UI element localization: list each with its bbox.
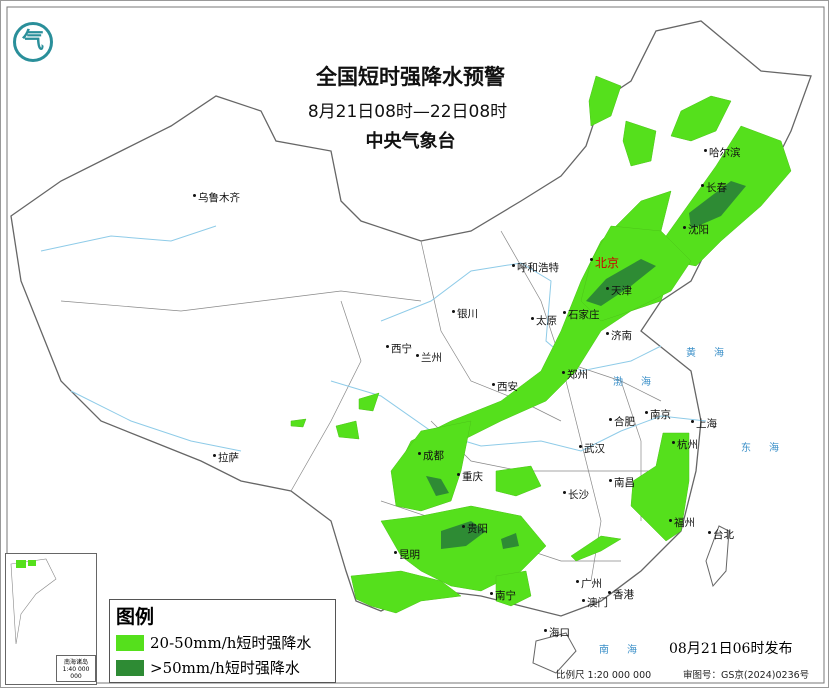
sea-label-huanghai: 黄海 — [686, 348, 742, 359]
city-label: 乌鲁木齐 — [193, 192, 240, 204]
city-label: 重庆 — [457, 471, 483, 483]
rain-area-gansu-a — [358, 392, 380, 412]
city-label: 银川 — [452, 308, 478, 320]
city-label: 贵阳 — [462, 523, 488, 535]
city-label: 长春 — [701, 182, 727, 194]
legend-item-50-plus: >50mm/h短时强降水 — [116, 657, 300, 678]
map-frame — [6, 6, 825, 684]
city-label: 西宁 — [386, 343, 412, 355]
heavy-rain-hebei — [586, 259, 656, 306]
city-label: 长沙 — [563, 489, 589, 501]
hainan-island — [532, 632, 577, 674]
city-label: 哈尔滨 — [704, 147, 741, 159]
rain-area-tibet — [290, 418, 307, 428]
legend-label: 20-50mm/h短时强降水 — [150, 634, 312, 652]
rain-area-innermongolia — [588, 75, 622, 127]
taiwan-island — [705, 525, 730, 588]
city-label: 香港 — [608, 589, 634, 601]
city-label: 昆明 — [394, 549, 420, 561]
sea-label-bohai: 渤海 — [613, 377, 669, 388]
heavy-rain-sichuan — [426, 476, 449, 496]
map-title: 全国短时强降水预警 — [316, 65, 505, 89]
legend-swatch-light-green — [116, 634, 144, 651]
south-china-sea-inset: 南海诸岛 1:40 000 000 — [5, 553, 97, 685]
map-agency: 中央气象台 — [365, 131, 456, 152]
city-label: 呼和浩特 — [512, 262, 559, 274]
map-period: 8月21日08时—22日08时 — [307, 102, 508, 122]
city-label: 济南 — [606, 330, 632, 342]
legend: 图例 20-50mm/h短时强降水 >50mm/h短时强降水 — [109, 599, 336, 683]
legend-swatch-dark-green — [116, 659, 144, 676]
legend-title: 图例 — [116, 606, 155, 628]
cma-logo-icon: 气 — [13, 22, 53, 62]
rivers — [40, 225, 707, 452]
sea-label-nanhai: 南海 — [599, 645, 655, 656]
rain-area-yunnan-south — [350, 570, 462, 614]
issue-time: 08月21日06时发布 — [669, 641, 793, 657]
city-label: 北京 — [589, 256, 620, 270]
rain-area-guizhou — [380, 505, 547, 592]
city-label: 成都 — [418, 450, 444, 462]
rain-area-sichuan — [390, 420, 472, 512]
rain-area-jiangxi-fujian — [630, 432, 690, 542]
map-review-number: 审图号：GS京(2024)0236号 — [683, 670, 810, 681]
city-label: 兰州 — [416, 352, 442, 364]
inset-map — [10, 558, 57, 645]
city-label: 南京 — [645, 409, 671, 421]
city-label: 郑州 — [562, 369, 588, 381]
inset-label: 南海诸岛 1:40 000 000 — [56, 655, 96, 682]
city-label: 杭州 — [672, 439, 698, 451]
rain-area-gansu-b — [335, 420, 360, 440]
city-label: 石家庄 — [563, 309, 600, 321]
city-label: 天津 — [606, 285, 632, 297]
city-label: 澳门 — [582, 597, 608, 609]
legend-label: >50mm/h短时强降水 — [150, 659, 300, 677]
rain-50-areas — [426, 181, 746, 549]
city-label: 武汉 — [579, 443, 605, 455]
legend-item-20-50: 20-50mm/h短时强降水 — [116, 632, 311, 653]
city-label: 海口 — [544, 627, 570, 639]
heavy-rain-jilin — [689, 181, 746, 229]
rain-area-hunan-north — [495, 465, 542, 497]
map-scale: 比例尺 1:20 000 000 — [556, 670, 652, 681]
city-label: 南宁 — [490, 590, 516, 602]
rain-area-guangdong — [570, 535, 622, 562]
city-label: 合肥 — [609, 416, 635, 428]
city-label: 南昌 — [609, 477, 635, 489]
rain-area-hulun — [622, 120, 657, 167]
rain-area-guangxi — [495, 570, 532, 607]
heavy-rain-guizhou-east — [501, 533, 519, 549]
city-label: 福州 — [669, 517, 695, 529]
city-label: 拉萨 — [213, 452, 239, 464]
city-label: 太原 — [531, 315, 557, 327]
rain-area-heilongjiang — [670, 95, 732, 142]
city-label: 西安 — [492, 381, 518, 393]
inset-title: 南海诸岛 — [63, 659, 88, 666]
city-label: 沈阳 — [683, 224, 709, 236]
city-label: 广州 — [576, 578, 602, 590]
sea-label-donghai: 东海 — [741, 443, 797, 454]
city-label: 台北 — [708, 529, 734, 541]
china-outline — [10, 20, 812, 617]
heavy-rain-guizhou — [441, 521, 486, 549]
inset-scale: 1:40 000 000 — [62, 666, 90, 680]
city-label: 上海 — [691, 418, 717, 430]
